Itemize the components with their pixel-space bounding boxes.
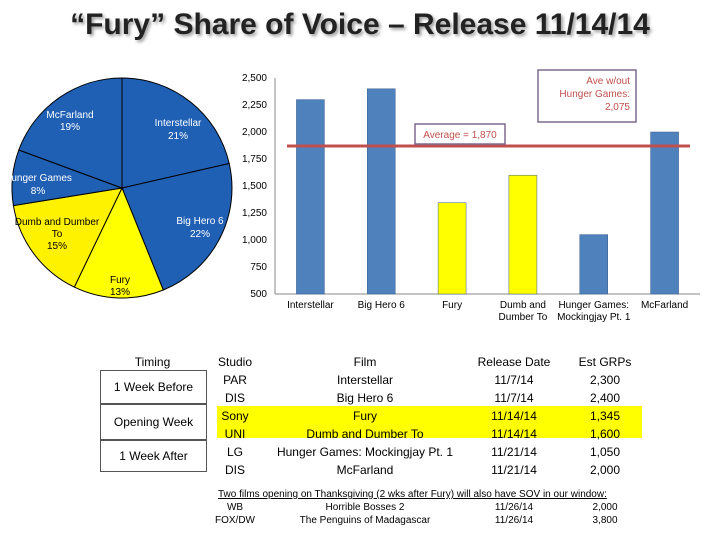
pie-label-dumb-2: To <box>52 229 63 240</box>
table-cell-release: 11/21/14 <box>491 463 537 477</box>
bar-4 <box>579 234 608 295</box>
pie-slice-3 <box>12 187 123 288</box>
footnote-cell-release: 11/26/14 <box>494 502 534 513</box>
header-film: Film <box>353 355 377 369</box>
table-cell-studio: LG <box>226 445 243 459</box>
footnote-cell-studio: FOX/DW <box>215 515 255 526</box>
table-cell-release: 11/14/14 <box>491 409 537 423</box>
pie-slice-5 <box>18 77 123 189</box>
page-title: “Fury” Share of Voice – Release 11/14/14 <box>70 8 650 41</box>
y-tick-label: 1,500 <box>242 181 267 192</box>
y-tick-label: 2,500 <box>242 73 267 84</box>
pie-label-hunger: Hunger Games <box>4 173 72 184</box>
table-cell-release: 11/21/14 <box>491 445 537 459</box>
x-tick-label: Dumb and Dumber To <box>499 300 548 323</box>
pie-label-mcfarland-pct: 19% <box>60 122 80 133</box>
table-cell-film: Dumb and Dumber To <box>306 427 424 441</box>
svg-text:Average = 1,870: Average = 1,870 <box>423 130 497 141</box>
timing-week-before: 1 Week Before <box>100 370 207 404</box>
bar-1 <box>367 88 396 295</box>
x-tick-label: Interstellar <box>287 300 334 311</box>
avg-without-label: Ave w/out Hunger Games: 2,075 <box>537 69 637 123</box>
x-tick-label: Hunger Games: Mockingjay Pt. 1 <box>557 300 631 323</box>
bar-2 <box>437 202 467 295</box>
timing-opening-week: Opening Week <box>100 404 207 440</box>
table-cell-film: McFarland <box>336 463 394 477</box>
header-grps: Est GRPs <box>578 355 632 369</box>
y-tick-label: 500 <box>250 289 267 300</box>
table-cell-studio: UNI <box>224 427 246 441</box>
pie-label-fury-pct: 13% <box>110 287 130 298</box>
table-cell-film: Hunger Games: Mockingjay Pt. 1 <box>276 445 454 459</box>
pie-label-bighero: Big Hero 6 <box>176 216 224 227</box>
table-cell-grps: 1,600 <box>589 427 621 441</box>
y-tick-label: 1,750 <box>242 154 267 165</box>
table-cell-release: 11/7/14 <box>494 391 534 405</box>
footnote-cell-film: Horrible Bosses 2 <box>325 502 405 513</box>
header-timing: Timing <box>134 355 171 369</box>
table-cell-studio: DIS <box>224 391 245 405</box>
pie-slice-2 <box>73 186 164 299</box>
average-label: Average = 1,870 <box>414 123 506 145</box>
svg-text:2,075: 2,075 <box>605 102 630 113</box>
footnote-cell-studio: WB <box>226 502 244 513</box>
header-studio: Studio <box>217 355 253 369</box>
x-tick-label: McFarland <box>641 300 688 311</box>
table-cell-release: 11/14/14 <box>491 427 537 441</box>
x-tick-label: Fury <box>442 300 462 311</box>
table-cell-grps: 1,345 <box>589 409 621 423</box>
svg-text:Hunger Games:: Hunger Games: <box>559 89 630 100</box>
pie-label-interstellar: Interstellar <box>155 118 202 129</box>
y-tick-label: 2,000 <box>242 127 267 138</box>
pie-label-interstellar-pct: 21% <box>168 131 188 142</box>
table-cell-grps: 2,400 <box>589 391 621 405</box>
table-cell-grps: 2,000 <box>589 463 621 477</box>
table-cell-studio: DIS <box>224 463 245 477</box>
table-cell-film: Fury <box>353 409 377 423</box>
bar-5 <box>650 131 679 295</box>
footnote-cell-film: The Penguins of Madagascar <box>299 515 431 526</box>
y-tick-label: 750 <box>250 262 267 273</box>
pie-label-dumb: Dumb and Dumber <box>15 217 100 228</box>
svg-text:Ave w/out: Ave w/out <box>586 76 630 87</box>
footnote-cell-grps: 3,800 <box>592 515 618 526</box>
footnote-text: Two films opening on Thanksgiving (2 wks… <box>218 489 607 500</box>
pie-label-mcfarland: McFarland <box>46 110 93 121</box>
timing-week-after: 1 Week After <box>100 440 207 472</box>
pie-label-bighero-pct: 22% <box>190 229 210 240</box>
table-cell-studio: PAR <box>223 373 247 387</box>
table-cell-film: Big Hero 6 <box>336 391 394 405</box>
y-tick-label: 2,250 <box>242 100 267 111</box>
pie-label-dumb-pct: 15% <box>47 241 67 252</box>
table-cell-studio: Sony <box>221 409 249 423</box>
table-cell-release: 11/7/14 <box>494 373 534 387</box>
footnote-cell-grps: 2,000 <box>592 502 618 513</box>
y-tick-label: 1,250 <box>242 208 267 219</box>
pie-label-hunger-pct: 8% <box>31 186 46 197</box>
x-tick-label: Big Hero 6 <box>358 300 406 311</box>
bar-3 <box>508 174 538 295</box>
table-cell-grps: 2,300 <box>589 373 621 387</box>
pie-label-fury: Fury <box>110 275 130 286</box>
pie-slice-1 <box>121 162 233 291</box>
header-release: Release Date <box>477 355 551 369</box>
bar-0 <box>296 99 325 295</box>
highlight-fury-rows <box>217 406 642 438</box>
y-tick-label: 1,000 <box>242 235 267 246</box>
table-cell-film: Interstellar <box>336 373 394 387</box>
footnote-cell-release: 11/26/14 <box>494 515 534 526</box>
table-cell-grps: 1,050 <box>589 445 621 459</box>
pie-slice-0 <box>121 77 230 189</box>
